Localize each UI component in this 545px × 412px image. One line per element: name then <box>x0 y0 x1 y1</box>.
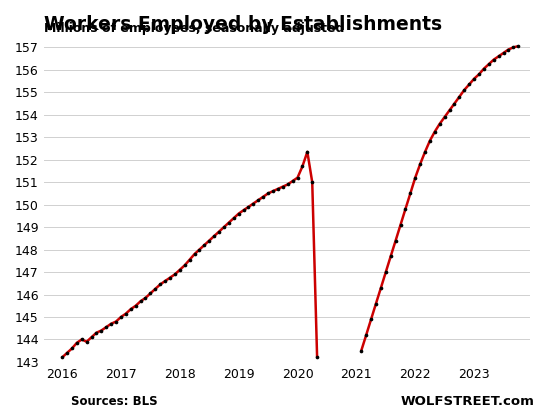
Point <box>288 178 297 184</box>
Point <box>77 336 86 343</box>
Point <box>249 200 258 207</box>
Point <box>141 295 150 301</box>
Point <box>220 224 228 230</box>
Point <box>445 107 454 114</box>
Point <box>87 334 96 341</box>
Point <box>259 194 268 200</box>
Point <box>396 222 405 228</box>
Point <box>195 246 204 253</box>
Point <box>117 314 125 320</box>
Point <box>146 290 155 297</box>
Point <box>72 339 81 346</box>
Point <box>156 281 165 288</box>
Point <box>112 318 120 325</box>
Point <box>426 137 434 144</box>
Text: Sources: BLS: Sources: BLS <box>71 395 158 408</box>
Point <box>234 211 243 217</box>
Point <box>225 219 233 226</box>
Point <box>161 278 169 284</box>
Point <box>509 44 518 51</box>
Point <box>470 75 479 82</box>
Point <box>102 324 111 330</box>
Point <box>269 188 277 194</box>
Point <box>229 215 238 221</box>
Point <box>58 354 66 361</box>
Point <box>254 197 263 204</box>
Point <box>190 251 199 258</box>
Point <box>171 271 179 278</box>
Point <box>455 94 464 100</box>
Point <box>131 302 140 309</box>
Point <box>504 46 513 53</box>
Point <box>122 310 130 317</box>
Point <box>293 174 302 181</box>
Point <box>107 321 116 327</box>
Point <box>63 350 71 356</box>
Point <box>421 149 429 155</box>
Point <box>435 120 444 127</box>
Point <box>440 114 449 120</box>
Point <box>382 269 390 275</box>
Point <box>357 347 366 354</box>
Point <box>210 233 219 239</box>
Point <box>465 81 474 88</box>
Point <box>485 61 493 68</box>
Text: WOLFSTREET.com: WOLFSTREET.com <box>400 395 534 408</box>
Point <box>313 354 322 361</box>
Point <box>431 128 439 135</box>
Point <box>499 49 508 56</box>
Point <box>494 53 503 60</box>
Point <box>386 253 395 260</box>
Point <box>391 237 400 244</box>
Text: Workers Employed by Establishments: Workers Employed by Establishments <box>45 15 443 34</box>
Point <box>450 100 459 107</box>
Point <box>180 262 189 269</box>
Point <box>205 237 214 244</box>
Point <box>460 87 469 94</box>
Point <box>308 179 317 185</box>
Point <box>239 207 248 213</box>
Point <box>362 332 371 338</box>
Point <box>298 163 307 170</box>
Point <box>411 174 420 181</box>
Point <box>215 228 223 235</box>
Text: Millions of employees, seasonally adjusted: Millions of employees, seasonally adjust… <box>45 22 345 35</box>
Point <box>367 316 376 323</box>
Point <box>136 298 145 304</box>
Point <box>175 267 184 273</box>
Point <box>480 66 488 72</box>
Point <box>264 190 272 197</box>
Point <box>401 206 410 213</box>
Point <box>416 161 425 168</box>
Point <box>278 183 287 190</box>
Point <box>372 300 380 307</box>
Point <box>200 242 209 248</box>
Point <box>303 149 312 155</box>
Point <box>82 338 91 345</box>
Point <box>406 190 415 197</box>
Point <box>97 327 106 334</box>
Point <box>283 181 292 188</box>
Point <box>489 56 498 63</box>
Point <box>274 186 282 192</box>
Point <box>514 43 523 49</box>
Point <box>185 256 194 263</box>
Point <box>475 71 483 77</box>
Point <box>377 285 385 291</box>
Point <box>244 204 253 210</box>
Point <box>126 306 135 312</box>
Point <box>68 345 76 352</box>
Point <box>151 286 160 292</box>
Point <box>166 274 174 281</box>
Point <box>92 330 101 336</box>
